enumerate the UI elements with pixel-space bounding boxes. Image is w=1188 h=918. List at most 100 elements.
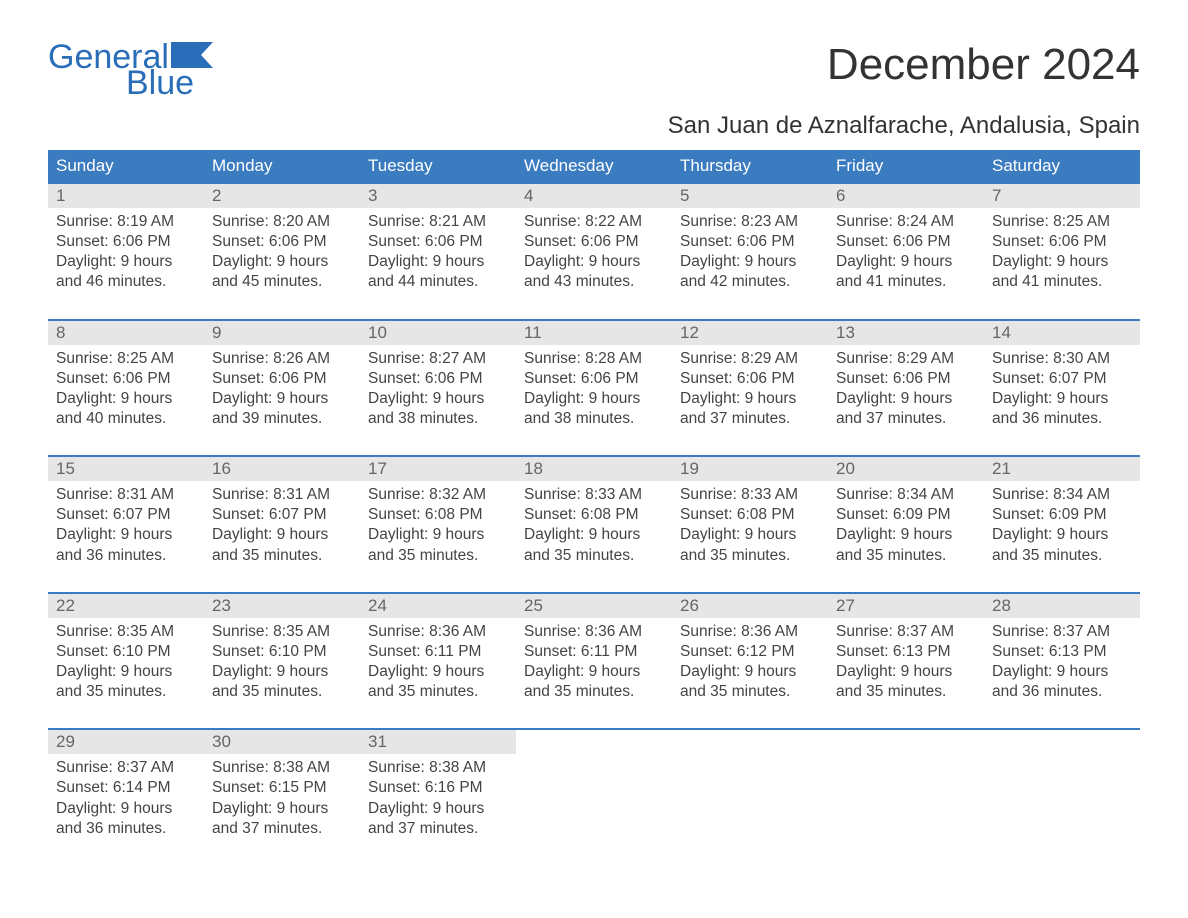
- day-sunrise: Sunrise: 8:30 AM: [992, 349, 1132, 369]
- day-daylight2: and 39 minutes.: [212, 409, 352, 429]
- day-number: 16: [204, 457, 360, 481]
- day-number: 22: [48, 594, 204, 618]
- day-sunset: Sunset: 6:08 PM: [680, 505, 820, 525]
- day-number: 8: [48, 321, 204, 345]
- day-sunrise: Sunrise: 8:22 AM: [524, 212, 664, 232]
- day-number: 20: [828, 457, 984, 481]
- day-number: 24: [360, 594, 516, 618]
- day-sunset: Sunset: 6:06 PM: [680, 232, 820, 252]
- day-details: Sunrise: 8:38 AMSunset: 6:16 PMDaylight:…: [368, 758, 508, 839]
- day-number: 27: [828, 594, 984, 618]
- day-sunrise: Sunrise: 8:34 AM: [992, 485, 1132, 505]
- day-cell: 28Sunrise: 8:37 AMSunset: 6:13 PMDayligh…: [984, 594, 1140, 711]
- day-daylight1: Daylight: 9 hours: [524, 525, 664, 545]
- day-daylight1: Daylight: 9 hours: [212, 252, 352, 272]
- day-daylight2: and 37 minutes.: [212, 819, 352, 839]
- day-sunset: Sunset: 6:07 PM: [212, 505, 352, 525]
- day-sunrise: Sunrise: 8:27 AM: [368, 349, 508, 369]
- day-cell: 5Sunrise: 8:23 AMSunset: 6:06 PMDaylight…: [672, 184, 828, 301]
- day-number: 10: [360, 321, 516, 345]
- day-number: 4: [516, 184, 672, 208]
- day-sunset: Sunset: 6:06 PM: [680, 369, 820, 389]
- day-daylight2: and 35 minutes.: [524, 682, 664, 702]
- calendar: SundayMondayTuesdayWednesdayThursdayFrid…: [48, 150, 1140, 847]
- day-sunrise: Sunrise: 8:35 AM: [212, 622, 352, 642]
- day-number: 7: [984, 184, 1140, 208]
- day-details: Sunrise: 8:29 AMSunset: 6:06 PMDaylight:…: [680, 349, 820, 430]
- day-sunset: Sunset: 6:16 PM: [368, 778, 508, 798]
- day-number: 13: [828, 321, 984, 345]
- day-details: Sunrise: 8:23 AMSunset: 6:06 PMDaylight:…: [680, 212, 820, 293]
- day-details: Sunrise: 8:25 AMSunset: 6:06 PMDaylight:…: [56, 349, 196, 430]
- day-number: 19: [672, 457, 828, 481]
- day-daylight1: Daylight: 9 hours: [836, 252, 976, 272]
- day-cell: 17Sunrise: 8:32 AMSunset: 6:08 PMDayligh…: [360, 457, 516, 574]
- day-sunrise: Sunrise: 8:38 AM: [368, 758, 508, 778]
- header: General Blue December 2024: [48, 40, 1140, 100]
- day-daylight1: Daylight: 9 hours: [836, 662, 976, 682]
- day-details: Sunrise: 8:30 AMSunset: 6:07 PMDaylight:…: [992, 349, 1132, 430]
- day-daylight2: and 36 minutes.: [56, 819, 196, 839]
- day-daylight1: Daylight: 9 hours: [992, 252, 1132, 272]
- day-sunset: Sunset: 6:10 PM: [56, 642, 196, 662]
- day-number: 14: [984, 321, 1140, 345]
- day-daylight1: Daylight: 9 hours: [56, 389, 196, 409]
- day-sunset: Sunset: 6:06 PM: [212, 369, 352, 389]
- day-cell: [516, 730, 672, 847]
- day-details: Sunrise: 8:25 AMSunset: 6:06 PMDaylight:…: [992, 212, 1132, 293]
- week-row: 1Sunrise: 8:19 AMSunset: 6:06 PMDaylight…: [48, 182, 1140, 301]
- day-sunrise: Sunrise: 8:29 AM: [680, 349, 820, 369]
- dow-row: SundayMondayTuesdayWednesdayThursdayFrid…: [48, 150, 1140, 182]
- day-daylight2: and 35 minutes.: [212, 546, 352, 566]
- day-sunset: Sunset: 6:06 PM: [56, 369, 196, 389]
- day-number: 29: [48, 730, 204, 754]
- day-sunrise: Sunrise: 8:23 AM: [680, 212, 820, 232]
- dow-cell: Thursday: [672, 150, 828, 182]
- day-cell: 4Sunrise: 8:22 AMSunset: 6:06 PMDaylight…: [516, 184, 672, 301]
- day-number: 31: [360, 730, 516, 754]
- day-cell: [828, 730, 984, 847]
- day-daylight2: and 35 minutes.: [836, 546, 976, 566]
- day-details: Sunrise: 8:33 AMSunset: 6:08 PMDaylight:…: [680, 485, 820, 566]
- day-daylight1: Daylight: 9 hours: [680, 252, 820, 272]
- location: San Juan de Aznalfarache, Andalusia, Spa…: [48, 112, 1140, 140]
- day-details: Sunrise: 8:35 AMSunset: 6:10 PMDaylight:…: [212, 622, 352, 703]
- day-sunset: Sunset: 6:07 PM: [56, 505, 196, 525]
- day-sunrise: Sunrise: 8:36 AM: [524, 622, 664, 642]
- day-daylight1: Daylight: 9 hours: [56, 525, 196, 545]
- day-number: 23: [204, 594, 360, 618]
- day-daylight1: Daylight: 9 hours: [680, 525, 820, 545]
- day-daylight2: and 44 minutes.: [368, 272, 508, 292]
- day-daylight2: and 35 minutes.: [368, 682, 508, 702]
- day-number: 17: [360, 457, 516, 481]
- day-details: Sunrise: 8:24 AMSunset: 6:06 PMDaylight:…: [836, 212, 976, 293]
- day-daylight1: Daylight: 9 hours: [836, 389, 976, 409]
- day-daylight1: Daylight: 9 hours: [992, 389, 1132, 409]
- day-daylight1: Daylight: 9 hours: [212, 389, 352, 409]
- day-cell: 18Sunrise: 8:33 AMSunset: 6:08 PMDayligh…: [516, 457, 672, 574]
- day-details: Sunrise: 8:21 AMSunset: 6:06 PMDaylight:…: [368, 212, 508, 293]
- day-number: 3: [360, 184, 516, 208]
- day-sunrise: Sunrise: 8:32 AM: [368, 485, 508, 505]
- day-cell: 7 Sunrise: 8:25 AMSunset: 6:06 PMDaylight…: [984, 184, 1140, 301]
- day-cell: 29Sunrise: 8:37 AMSunset: 6:14 PMDayligh…: [48, 730, 204, 847]
- day-daylight1: Daylight: 9 hours: [836, 525, 976, 545]
- day-sunset: Sunset: 6:10 PM: [212, 642, 352, 662]
- day-cell: 23 Sunrise: 8:35 AMSunset: 6:10 PMDayligh…: [204, 594, 360, 711]
- day-sunset: Sunset: 6:11 PM: [524, 642, 664, 662]
- day-sunset: Sunset: 6:06 PM: [836, 369, 976, 389]
- day-details: Sunrise: 8:37 AMSunset: 6:13 PMDaylight:…: [836, 622, 976, 703]
- day-sunrise: Sunrise: 8:35 AM: [56, 622, 196, 642]
- day-cell: 22Sunrise: 8:35 AMSunset: 6:10 PMDayligh…: [48, 594, 204, 711]
- day-daylight2: and 35 minutes.: [680, 682, 820, 702]
- month-title: December 2024: [827, 40, 1140, 90]
- day-sunset: Sunset: 6:07 PM: [992, 369, 1132, 389]
- day-daylight2: and 37 minutes.: [368, 819, 508, 839]
- day-sunset: Sunset: 6:15 PM: [212, 778, 352, 798]
- day-number: 9: [204, 321, 360, 345]
- day-cell: 3 Sunrise: 8:21 AMSunset: 6:06 PMDaylight…: [360, 184, 516, 301]
- day-sunset: Sunset: 6:09 PM: [836, 505, 976, 525]
- day-daylight2: and 41 minutes.: [992, 272, 1132, 292]
- day-daylight1: Daylight: 9 hours: [992, 662, 1132, 682]
- day-daylight2: and 36 minutes.: [992, 409, 1132, 429]
